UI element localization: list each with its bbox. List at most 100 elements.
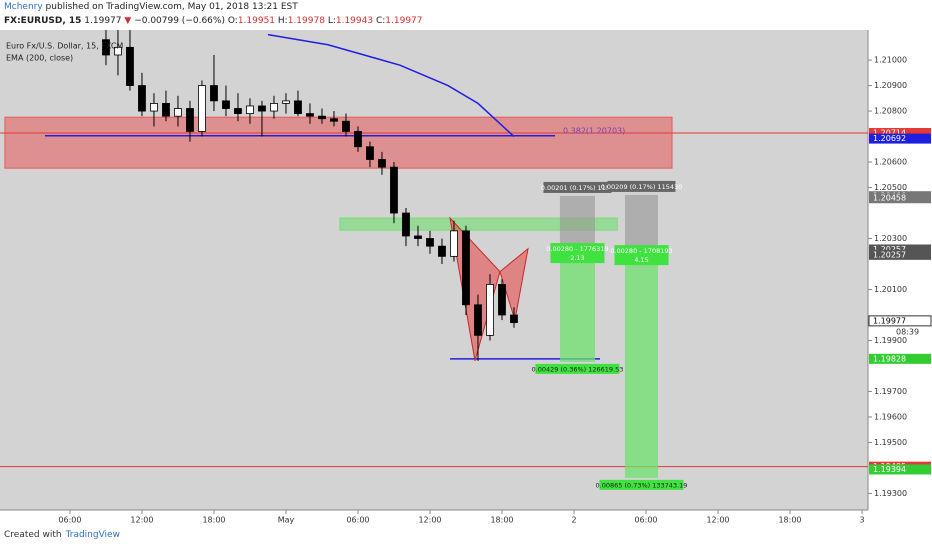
x-tick-label: 18:00 bbox=[778, 516, 801, 525]
candle-body bbox=[294, 100, 302, 115]
header: Mchenry published on TradingView.com, Ma… bbox=[4, 0, 423, 28]
zone bbox=[339, 217, 618, 231]
stop-label: 0.00201 (0.17%) 1154 bbox=[541, 184, 614, 192]
candle-body bbox=[414, 235, 422, 239]
mid-label: 0.00280 - 1776319 bbox=[546, 245, 608, 253]
candle-body bbox=[426, 238, 434, 247]
price-label-bg bbox=[869, 464, 931, 475]
published: published on TradingView.com, May 01, 20… bbox=[42, 2, 298, 12]
h-key: H: bbox=[277, 16, 288, 26]
price-label: 1.20257 bbox=[873, 245, 906, 254]
price-label-bg bbox=[868, 315, 932, 327]
l-key: L: bbox=[327, 16, 336, 26]
price-label: 1.20257 bbox=[873, 250, 906, 259]
y-tick-label: 1.21000 bbox=[874, 56, 907, 65]
candle-body bbox=[390, 166, 398, 214]
candle-body bbox=[126, 46, 134, 86]
mid-label: 2.13 bbox=[570, 254, 584, 262]
x-tick-label: 12:00 bbox=[418, 516, 441, 525]
price-label-bg bbox=[869, 249, 931, 260]
candle-body bbox=[402, 212, 410, 237]
candle-body bbox=[474, 304, 482, 336]
candle-body bbox=[354, 131, 362, 148]
candle-body bbox=[174, 108, 182, 117]
change: −0.00799 (−0.66%) bbox=[134, 16, 225, 26]
y-tick-label: 1.20500 bbox=[874, 183, 907, 192]
candle-body bbox=[330, 118, 338, 122]
price-label: 1.19828 bbox=[873, 354, 906, 363]
author[interactable]: Mchenry bbox=[4, 2, 43, 12]
y-tick-label: 1.19900 bbox=[874, 336, 907, 345]
label-bg bbox=[614, 245, 669, 266]
stop-label: 0.00209 (0.17%) 115430 bbox=[601, 183, 683, 191]
pattern bbox=[499, 247, 529, 321]
target-label: 0.00429 (0.36%) 126619.53 bbox=[532, 365, 624, 373]
price-label: 1.19977 bbox=[873, 316, 906, 325]
candle-body bbox=[282, 100, 290, 104]
footer: Created with TradingView bbox=[4, 530, 120, 540]
candle-body bbox=[246, 105, 254, 115]
target-box bbox=[559, 255, 595, 362]
label-bg bbox=[550, 243, 605, 264]
candle-body bbox=[486, 284, 494, 336]
c-key: C: bbox=[375, 16, 386, 26]
created: Created with bbox=[4, 530, 62, 540]
x-tick-label: May bbox=[278, 516, 295, 525]
y-tick-label: 1.20600 bbox=[874, 158, 907, 167]
h-val: 1.19978 bbox=[287, 16, 325, 26]
candle-body bbox=[102, 39, 110, 56]
target-box bbox=[624, 257, 658, 478]
c-val: 1.19977 bbox=[385, 16, 423, 26]
x-tick-label: 18:00 bbox=[490, 516, 513, 525]
candle-body bbox=[114, 46, 122, 56]
label-bg bbox=[607, 180, 676, 192]
price-label: 1.20458 bbox=[873, 194, 906, 203]
x-tick-label: 12:00 bbox=[130, 516, 153, 525]
x-tick-label: 3 bbox=[859, 516, 864, 525]
brand[interactable]: TradingView bbox=[65, 530, 120, 540]
candle-body bbox=[210, 85, 218, 102]
l-val: 1.19943 bbox=[335, 16, 374, 26]
candle-body bbox=[306, 113, 314, 117]
label-bg bbox=[535, 363, 620, 374]
candle-body bbox=[222, 100, 230, 109]
mid-label: 0.00280 - 1708193 bbox=[610, 247, 672, 255]
candle-body bbox=[342, 120, 350, 132]
price-label-bg bbox=[869, 244, 931, 255]
candle-body bbox=[498, 284, 506, 316]
ema-line bbox=[267, 33, 515, 138]
candle-body bbox=[162, 103, 170, 117]
x-tick-label: 06:00 bbox=[58, 516, 81, 525]
price-label-bg bbox=[869, 193, 931, 204]
last: 1.19977 bbox=[84, 16, 122, 26]
zone bbox=[4, 116, 673, 169]
candle-body bbox=[462, 230, 470, 306]
price-label: 1.20714 bbox=[873, 128, 906, 137]
candle-body bbox=[366, 146, 374, 160]
y-tick-label: 1.20800 bbox=[874, 107, 907, 116]
legend-entry: EMA (200, close) bbox=[6, 54, 73, 63]
y-tick-label: 1.20900 bbox=[874, 81, 907, 90]
price-label: 1.20692 bbox=[873, 134, 906, 143]
chart-title: Euro Fx/U.S. Dollar, 15, FXCM bbox=[6, 42, 123, 51]
label-bg bbox=[543, 181, 612, 193]
o-val: 1.19951 bbox=[237, 16, 276, 26]
candle-body bbox=[150, 103, 158, 112]
fib-label: 0.382(1.20703) bbox=[563, 126, 625, 135]
y-tick-label: 1.20300 bbox=[874, 234, 907, 243]
price-label: 1.19394 bbox=[873, 465, 906, 474]
candle-body bbox=[510, 314, 518, 324]
candle-body bbox=[318, 115, 326, 120]
candle-body bbox=[186, 108, 194, 132]
candle-body bbox=[270, 103, 278, 112]
candle-body bbox=[198, 85, 206, 132]
x-tick-label: 06:00 bbox=[346, 516, 369, 525]
target-label: 0.00865 (0.73%) 133743.19 bbox=[596, 481, 688, 489]
arrow: ▼ bbox=[124, 16, 132, 26]
label-bg bbox=[599, 479, 684, 490]
x-tick-label: 12:00 bbox=[706, 516, 729, 525]
y-tick-label: 1.20100 bbox=[874, 285, 907, 294]
price-label-bg bbox=[869, 353, 931, 364]
y-tick-label: 1.19300 bbox=[874, 489, 907, 498]
x-tick-label: 18:00 bbox=[202, 516, 225, 525]
